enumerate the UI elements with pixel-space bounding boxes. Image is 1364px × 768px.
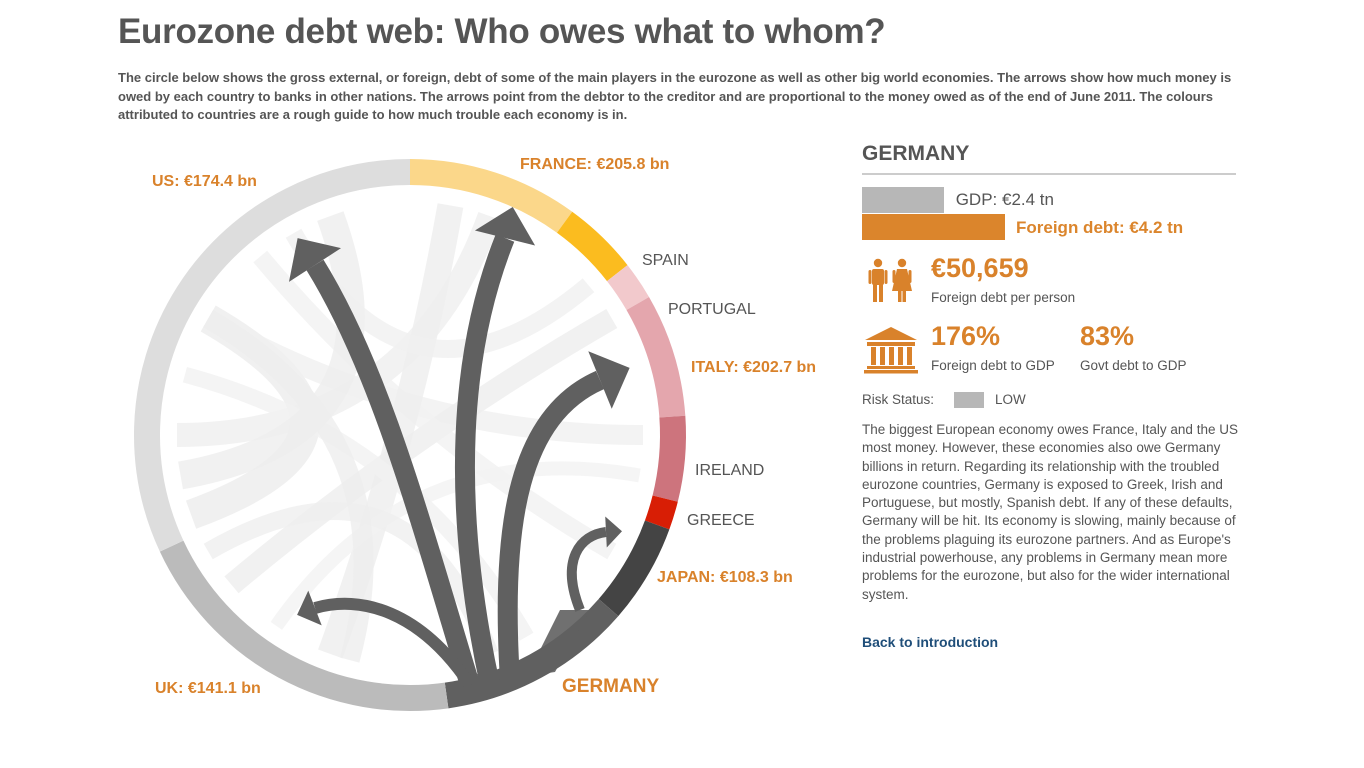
debt-flow (454, 234, 515, 688)
germany-flow-base (445, 610, 590, 688)
gdp-bar-row: GDP: €2.4 tn (862, 187, 1236, 213)
label-ireland[interactable]: IRELAND (695, 462, 764, 479)
debt-bar-row: Foreign debt: €4.2 tn (862, 214, 1236, 240)
segment-france[interactable] (409, 159, 573, 233)
people-icon (868, 258, 912, 302)
label-portugal[interactable]: PORTUGAL (668, 301, 756, 318)
segment-ireland[interactable] (652, 415, 686, 502)
bank-building-icon (864, 327, 918, 374)
debt-flow-arrowhead (588, 351, 630, 409)
back-to-introduction-link[interactable]: Back to introduction (862, 634, 999, 650)
debt-flow-arrowhead (605, 516, 622, 548)
background-chord (270, 461, 641, 630)
background-chord (224, 308, 618, 594)
segment-italy[interactable] (626, 297, 686, 418)
debt-flow-arrowhead (297, 590, 322, 626)
segment-uk[interactable] (159, 540, 449, 711)
foreign-debt-label: Foreign debt: €4.2 tn (1016, 218, 1184, 237)
segment-portugal[interactable] (606, 265, 650, 311)
segment-spain[interactable] (556, 211, 628, 282)
debt-flow (306, 259, 480, 688)
label-greece[interactable]: GREECE (687, 512, 755, 529)
risk-status-swatch (954, 392, 984, 408)
debt-flow (497, 370, 605, 681)
label-uk[interactable]: UK: €141.1 bn (155, 680, 261, 697)
label-spain[interactable]: SPAIN (642, 252, 689, 269)
germany-debt-flows (288, 206, 630, 689)
label-france[interactable]: FRANCE: €205.8 bn (520, 156, 669, 173)
segment-us[interactable] (134, 159, 411, 552)
govt-debt-to-gdp-value: 83% (1080, 321, 1135, 351)
label-us[interactable]: US: €174.4 bn (152, 173, 257, 190)
debt-per-person-label: Foreign debt per person (931, 290, 1076, 305)
debt-to-gdp-label: Foreign debt to GDP (931, 358, 1055, 373)
segment-japan[interactable] (598, 520, 670, 617)
gdp-label: GDP: €2.4 tn (955, 190, 1054, 209)
label-italy[interactable]: ITALY: €202.7 bn (691, 359, 816, 376)
debt-per-person-value: €50,659 (931, 253, 1029, 283)
govt-debt-to-gdp-label: Govt debt to GDP (1080, 358, 1187, 373)
risk-status-label: Risk Status: (862, 392, 935, 407)
risk-status-value: LOW (995, 392, 1026, 407)
country-description: The biggest European economy owes France… (862, 422, 1238, 602)
page-title: Eurozone debt web: Who owes what to whom… (118, 12, 886, 51)
country-segments (134, 159, 686, 711)
country-info-panel: GERMANY GDP: €2.4 tn Foreign debt: €4.2 … (862, 140, 1238, 650)
debt-flow-arrowhead (474, 206, 536, 246)
debt-wheel-diagram[interactable]: US: €174.4 bn FRANCE: €205.8 bn SPAIN PO… (0, 140, 840, 740)
country-heading: GERMANY (862, 140, 1236, 175)
background-chord (253, 250, 617, 560)
intro-text: The circle below shows the gross externa… (118, 70, 1232, 122)
segment-greece[interactable] (644, 495, 678, 530)
debt-flow (313, 597, 475, 689)
foreign-debt-bar (862, 214, 1005, 240)
label-germany[interactable]: GERMANY (562, 676, 659, 697)
background-chord (178, 211, 365, 490)
debt-flow (566, 527, 607, 612)
debt-flow-arrowhead (288, 238, 342, 282)
debt-to-gdp-value: 176% (931, 321, 1001, 351)
background-chord (182, 366, 534, 641)
gdp-bar (862, 187, 944, 213)
label-japan[interactable]: JAPAN: €108.3 bn (657, 569, 793, 586)
